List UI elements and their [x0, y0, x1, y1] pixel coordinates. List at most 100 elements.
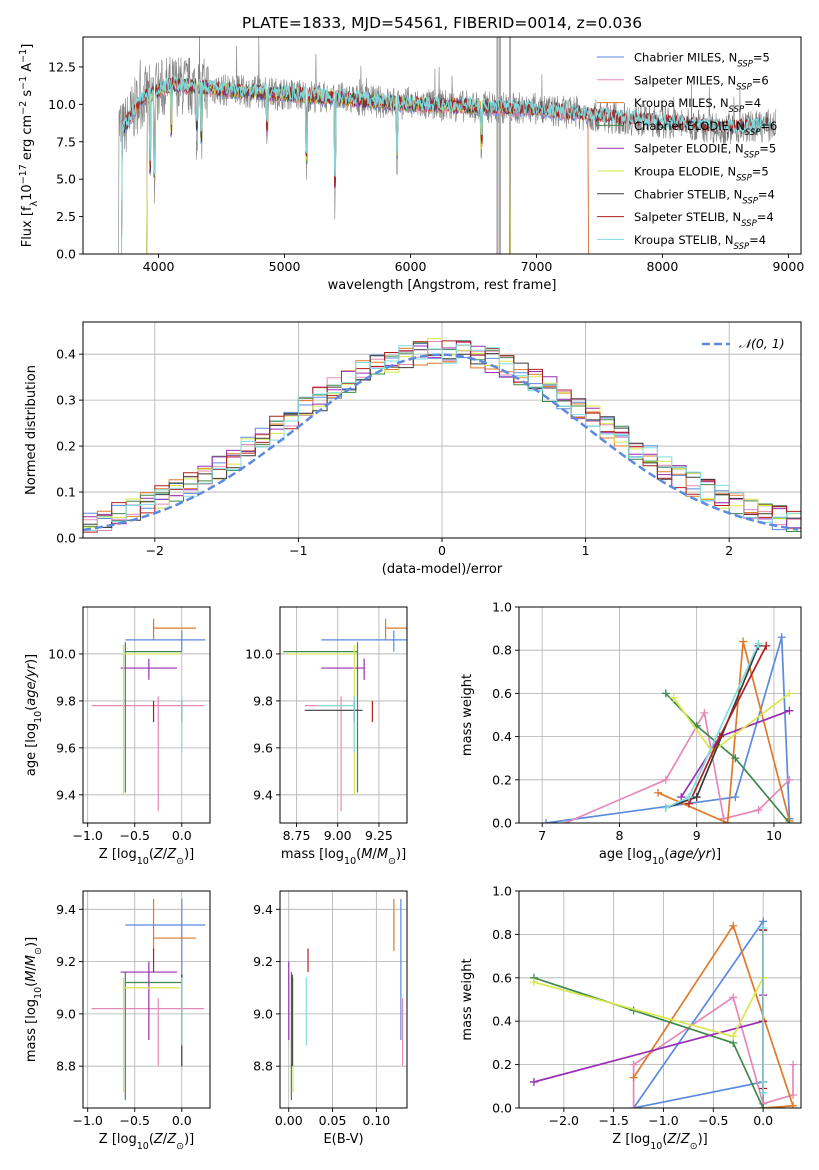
y-tick-label: 10.0: [48, 97, 76, 112]
weight-marker: [729, 1032, 738, 1041]
legend-label: Kroupa STELIB, NSSP=4: [634, 233, 766, 252]
x-tick-label: 0: [438, 543, 446, 558]
plot-area-mass-vs-EBV: [280, 891, 407, 1108]
weight-marker: [759, 1088, 768, 1097]
y-tick-label: 9.4: [56, 902, 76, 917]
x-tick-label: 7: [538, 828, 546, 843]
weight-line-salpeter-miles: [565, 710, 790, 823]
histogram-kroupa-stelib: [83, 344, 801, 531]
y-axis-label: Normed distribution: [24, 365, 39, 495]
y-tick-label: 9.2: [253, 954, 273, 969]
y-tick-label: 0.6: [492, 686, 512, 701]
axes-frame-age-vs-mass: [279, 606, 408, 824]
plot-area-age-vs-Z: [83, 607, 210, 823]
x-tick-label: 1: [582, 543, 590, 558]
weight-marker: [700, 708, 709, 717]
x-tick-label: 9: [693, 828, 701, 843]
x-tick-label: 7000: [521, 259, 553, 274]
weight-marker: [723, 819, 732, 823]
weight-marker: [729, 993, 738, 1002]
legend-label: Salpeter STELIB, NSSP=4: [634, 210, 774, 229]
y-tick-label: 0.4: [492, 729, 512, 744]
weight-marker: [789, 1060, 798, 1069]
weight-line-chabrier-elodie: [533, 976, 764, 1108]
y-axis-label: Flux [fλ10−17 erg cm−2 s−1 A−1]: [18, 44, 40, 248]
x-axis-label: mass [log10(M/M⊙)]: [281, 847, 406, 867]
weight-marker: [692, 793, 701, 802]
weight-marker: [684, 793, 693, 802]
y-tick-label: 9.0: [56, 1006, 76, 1021]
x-tick-label: −1.0: [73, 828, 103, 843]
y-tick-label: 0.2: [492, 1057, 512, 1072]
y-tick-label: 9.4: [253, 902, 273, 917]
y-axis-label: age [log10(age/yr)]: [24, 654, 44, 776]
weight-marker: [661, 775, 670, 784]
weight-marker: [777, 633, 786, 642]
weight-marker: [759, 923, 768, 932]
x-tick-label: −1.5: [598, 1113, 628, 1128]
x-tick-label: 9.00: [324, 828, 352, 843]
x-axis-label: Z [log10(Z/Z⊙)]: [99, 1132, 194, 1152]
weight-marker: [785, 775, 794, 784]
axes-frame-mass-vs-Z: [82, 890, 211, 1109]
x-tick-label: 9.25: [365, 828, 393, 843]
x-tick-label: −0.5: [698, 1113, 728, 1128]
x-tick-label: −0.5: [120, 828, 150, 843]
legend-label: Kroupa ELODIE, NSSP=5: [634, 165, 769, 184]
x-tick-label: 5000: [269, 259, 301, 274]
weight-marker: [789, 1101, 798, 1108]
x-axis-label: (data-model)/error: [382, 562, 503, 577]
x-tick-label: 0.0: [753, 1113, 773, 1128]
y-axis-label: mass weight: [460, 674, 475, 756]
y-tick-label: 9.8: [253, 693, 273, 708]
x-axis-label: Z [log10(Z/Z⊙)]: [612, 1132, 707, 1152]
legend-label: Salpeter MILES, NSSP=6: [634, 73, 769, 92]
y-tick-label: 0.0: [492, 816, 512, 831]
y-tick-label: 0.3: [56, 393, 76, 408]
y-tick-label: 0.4: [492, 1014, 512, 1029]
y-tick-label: 9.4: [56, 787, 76, 802]
y-tick-label: 0.2: [56, 439, 76, 454]
y-tick-label: 0.8: [492, 643, 512, 658]
figure-title: PLATE=1833, MJD=54561, FIBERID=0014, z=0…: [242, 14, 642, 32]
x-tick-label: 0.0: [172, 1113, 192, 1128]
y-tick-label: 7.5: [56, 134, 76, 149]
plot-area-mass-vs-Z: [83, 891, 210, 1108]
plot-area-weight-vs-Z: [519, 891, 801, 1108]
y-tick-label: 9.6: [253, 740, 273, 755]
plot-area-spectrum: [118, 37, 777, 254]
weight-marker: [661, 689, 670, 698]
y-tick-label: 0.8: [492, 927, 512, 942]
x-tick-label: 0.10: [362, 1113, 390, 1128]
x-tick-label: 8.75: [283, 828, 311, 843]
weight-marker: [785, 689, 794, 698]
plot-area-weight-vs-age: [519, 607, 801, 823]
axes-frame-weight-vs-age: [518, 606, 802, 824]
x-tick-label: 8000: [647, 259, 679, 274]
x-tick-label: 4000: [143, 259, 175, 274]
axes-frame-spectrum: [82, 36, 802, 255]
y-tick-label: 9.6: [56, 740, 76, 755]
weight-marker: [739, 637, 748, 646]
y-axis-label: mass weight: [460, 958, 475, 1040]
y-tick-label: 1.0: [492, 884, 512, 899]
y-tick-label: 8.8: [253, 1059, 273, 1074]
y-tick-label: 1.0: [492, 600, 512, 615]
x-tick-label: 6000: [395, 259, 427, 274]
axes-frame-age-vs-Z: [82, 606, 211, 824]
x-tick-label: −2.0: [549, 1113, 579, 1128]
x-axis-label: age [log10(age/yr)]: [599, 847, 721, 867]
y-tick-label: 0.0: [56, 247, 76, 262]
plot-area-age-vs-mass: [280, 607, 407, 823]
weight-marker: [629, 1060, 638, 1069]
weight-marker: [762, 641, 771, 650]
weight-line-kroupa-miles: [657, 641, 791, 823]
x-tick-label: −0.5: [120, 1113, 150, 1128]
y-axis-label: mass [log10(M/M⊙)]: [24, 937, 44, 1062]
weight-marker: [731, 793, 740, 802]
y-tick-label: 0.0: [492, 1101, 512, 1116]
legend-label: Salpeter ELODIE, NSSP=5: [634, 142, 776, 161]
y-tick-label: 10.0: [245, 646, 273, 661]
y-tick-label: 0.6: [492, 970, 512, 985]
y-tick-label: 0.2: [492, 772, 512, 787]
